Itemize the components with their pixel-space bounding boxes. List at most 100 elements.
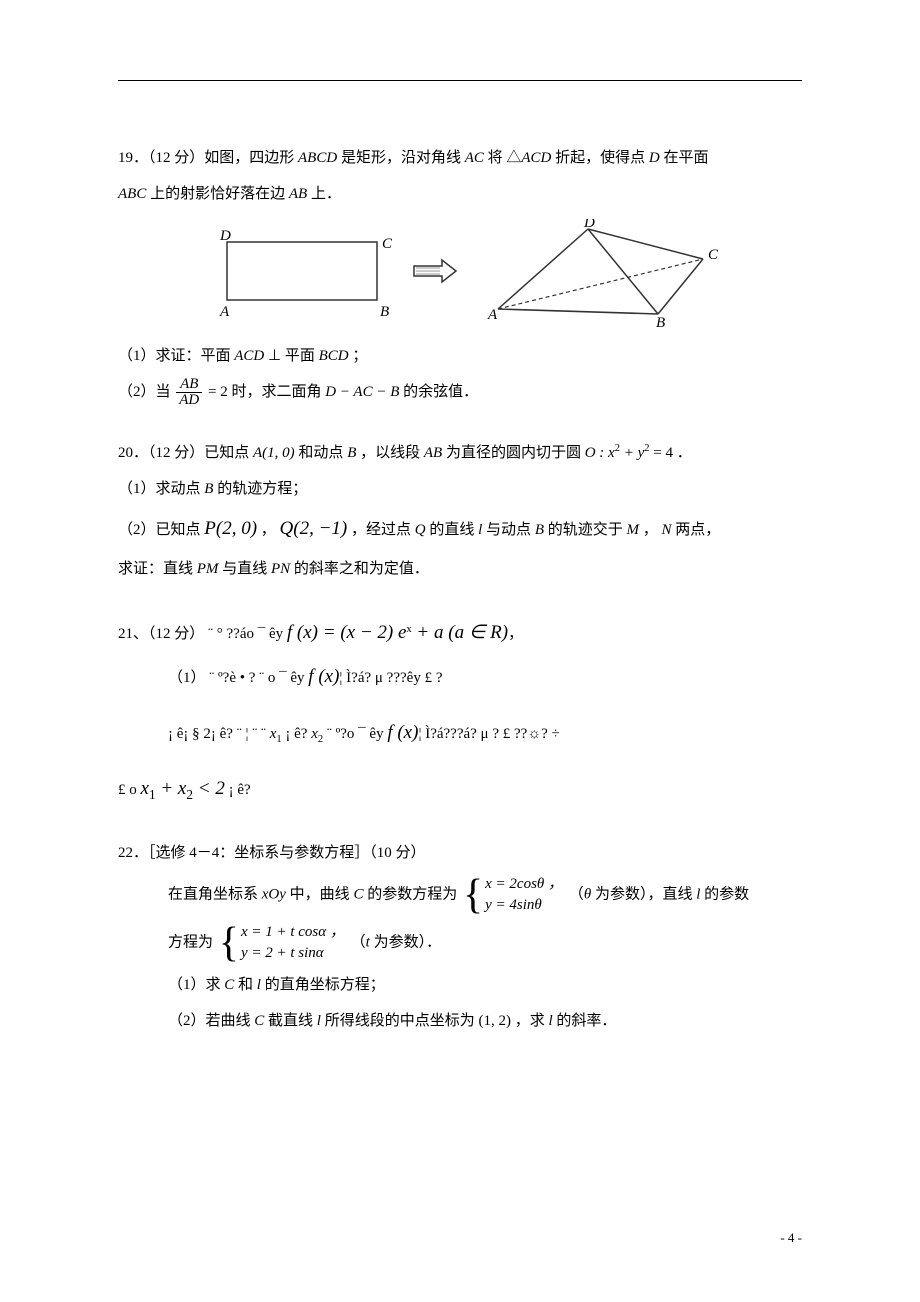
- math: BCD: [319, 348, 349, 364]
- math: f (x) = (x − 2) e: [287, 622, 407, 643]
- numerator: AB: [176, 377, 202, 392]
- label-B: B: [656, 315, 665, 329]
- text: （2）已知点: [118, 522, 204, 538]
- garbled-text: £ o: [118, 782, 141, 798]
- text: ，求: [511, 1013, 549, 1029]
- text: 的斜率．: [553, 1013, 617, 1029]
- label-C: C: [382, 236, 392, 252]
- text: 和动点: [295, 445, 348, 461]
- problem-20: 20．（12 分）已知点 A(1, 0) 和动点 B ，以线段 AB 为直径的圆…: [118, 438, 802, 584]
- text: （: [351, 935, 366, 951]
- math: AB: [424, 445, 442, 461]
- label-A: A: [487, 307, 498, 323]
- label-C: C: [708, 247, 718, 263]
- p19-figure-row: D C A B D C A B: [118, 219, 802, 329]
- header-rule: [118, 80, 802, 81]
- math: + y: [620, 445, 644, 461]
- text: （2）当: [118, 384, 171, 400]
- math: (1, 2): [478, 1013, 511, 1029]
- text: 21、（12 分）: [118, 626, 204, 642]
- math: PN: [271, 561, 290, 577]
- denominator: AD: [176, 392, 202, 408]
- p22-line2: 方程为 { x = 1 + t cosα ， y = 2 + t sinα （t…: [118, 922, 802, 964]
- cases: x = 1 + t cosα ， y = 2 + t sinα: [241, 922, 345, 964]
- text: ，以线段: [356, 445, 424, 461]
- text: 19．（12 分）如图，四边形: [118, 150, 298, 166]
- garbled-text: ¡ ê?: [282, 726, 312, 742]
- p21-line1: 21、（12 分） ¨ ° ??áo ¯ êy f (x) = (x − 2) …: [118, 614, 802, 652]
- math: ABC: [118, 186, 146, 202]
- math: A(1, 0): [253, 445, 295, 461]
- brace-icon: {: [463, 874, 483, 916]
- p21-q1: （1） ¨ º?è • ? ¨ o ¯ êy f (x)¦ Ì?á? μ ???…: [118, 658, 802, 696]
- garbled-text: ¨ º?o ¯ êy: [323, 726, 387, 742]
- garbled-text: ¦ Ì?á???á? μ ? £ ??☼? ÷: [418, 726, 559, 742]
- arrow-icon: [410, 254, 460, 294]
- label-D: D: [219, 228, 231, 244]
- figure-folded: D C A B: [478, 219, 718, 329]
- text: 与动点: [482, 522, 535, 538]
- math: AC: [465, 150, 484, 166]
- page-number: - 4 -: [780, 1230, 802, 1246]
- text: 与直线: [218, 561, 271, 577]
- text: 的参数: [700, 887, 749, 903]
- text: 20．（12 分）已知点: [118, 445, 253, 461]
- brace-icon: {: [219, 922, 239, 964]
- math: x1 + x2 < 2: [141, 778, 225, 799]
- text: ，: [257, 522, 280, 538]
- figure-rectangle: D C A B: [202, 224, 392, 324]
- case1: x = 2cosθ ，: [485, 874, 563, 895]
- p19-q2: （2）当 AB AD = 2 时，求二面角 D − AC − B 的余弦值．: [118, 377, 802, 408]
- text: 两点，: [672, 522, 721, 538]
- math: Q(2, −1): [280, 518, 348, 539]
- p22-q1: （1）求 C 和 l 的直角坐标方程；: [118, 970, 802, 1000]
- text: 是矩形，沿对角线: [337, 150, 465, 166]
- problem-21: 21、（12 分） ¨ ° ??áo ¯ êy f (x) = (x − 2) …: [118, 614, 802, 808]
- text: 求证：直线: [118, 561, 197, 577]
- text: 所得线段的中点坐标为: [321, 1013, 479, 1029]
- text: ，: [508, 626, 523, 642]
- p21-final: £ o x1 + x2 < 2 ¡ ê?: [118, 770, 802, 808]
- garbled-text: ¨ ° ??áo ¯ êy: [204, 626, 287, 642]
- garbled-text: ¨ º?è • ? ¨ o ¯ êy: [206, 670, 309, 686]
- text: 的直角坐标方程；: [261, 977, 385, 993]
- text: ，: [639, 522, 662, 538]
- math: Q: [415, 522, 426, 538]
- text: （1）求动点: [118, 481, 204, 497]
- p22-q2: （2）若曲线 C 截直线 l 所得线段的中点坐标为 (1, 2) ，求 l 的斜…: [118, 1006, 802, 1036]
- case2: y = 4sinθ: [485, 895, 563, 916]
- text: 截直线: [264, 1013, 317, 1029]
- math: = 4: [650, 445, 673, 461]
- math: C: [254, 1013, 264, 1029]
- text: 的直线: [426, 522, 479, 538]
- p21-mid: ¡ ê¡ § 2¡ ê? ¨ ¦ ¨ ¨ x1 ¡ ê? x2 ¨ º?o ¯ …: [118, 714, 802, 752]
- math: N: [662, 522, 672, 538]
- text: ；: [349, 348, 368, 364]
- brace-system-C: { x = 2cosθ ， y = 4sinθ: [463, 874, 563, 916]
- math: D: [649, 150, 660, 166]
- text: （1）: [168, 670, 206, 686]
- eq: = 2: [208, 384, 228, 400]
- label-B: B: [380, 304, 389, 320]
- p22-lead: 22．［选修 4－4：坐标系与参数方程］（10 分）: [118, 838, 802, 868]
- text: ⊥ 平面: [264, 348, 318, 364]
- garbled-text: ¡ ê¡ § 2¡ ê? ¨ ¦ ¨ ¨: [168, 726, 270, 742]
- text: 的参数方程为: [363, 887, 461, 903]
- math: xOy: [262, 887, 286, 903]
- text: 在平面: [660, 150, 709, 166]
- fraction: AB AD: [176, 377, 202, 408]
- text: 和: [234, 977, 257, 993]
- p19-line1: 19．（12 分）如图，四边形 ABCD 是矩形，沿对角线 AC 将 △ACD …: [118, 143, 802, 173]
- problem-19: 19．（12 分）如图，四边形 ABCD 是矩形，沿对角线 AC 将 △ACD …: [118, 143, 802, 408]
- text: 为参数）．: [370, 935, 441, 951]
- text: ，经过点: [347, 522, 415, 538]
- math: C: [353, 887, 363, 903]
- text: 的轨迹交于: [544, 522, 627, 538]
- math: O : x: [585, 445, 615, 461]
- p20-q2b: 求证：直线 PM 与直线 PN 的斜率之和为定值．: [118, 554, 802, 584]
- math: PM: [197, 561, 219, 577]
- math: M: [627, 522, 640, 538]
- text: 折起，使得点: [551, 150, 649, 166]
- math: D − AC − B: [325, 384, 399, 400]
- p20-line1: 20．（12 分）已知点 A(1, 0) 和动点 B ，以线段 AB 为直径的圆…: [118, 438, 802, 468]
